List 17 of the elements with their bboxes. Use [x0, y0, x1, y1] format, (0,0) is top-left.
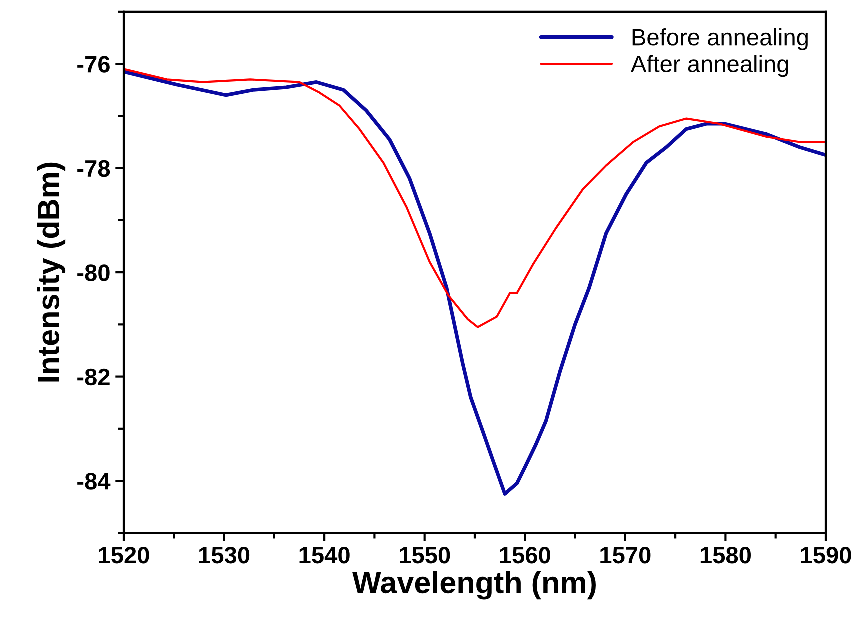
y-tick-label: -84	[78, 473, 111, 490]
y-axis-title: Intensity (dBm)	[37, 162, 66, 382]
y-tick-label: -80	[78, 264, 110, 282]
x-tick-label: 1560	[500, 546, 550, 564]
x-tick-label: 1530	[199, 546, 250, 564]
x-tick-label: 1590	[801, 546, 852, 564]
x-axis-title: Wavelength (nm)	[352, 571, 596, 600]
legend-label: Before annealing	[632, 28, 808, 50]
y-tick-label: -82	[78, 368, 110, 386]
x-tick-label: 1540	[300, 546, 350, 564]
y-tick-label: -76	[78, 56, 110, 73]
x-tick-label: 1550	[400, 546, 450, 564]
legend-label: After annealing	[630, 55, 788, 78]
x-tick-label: 1570	[600, 546, 651, 564]
x-tick-label: 1520	[99, 546, 150, 564]
y-tick-label: -78	[78, 160, 110, 178]
x-tick-label: 1580	[700, 546, 751, 564]
